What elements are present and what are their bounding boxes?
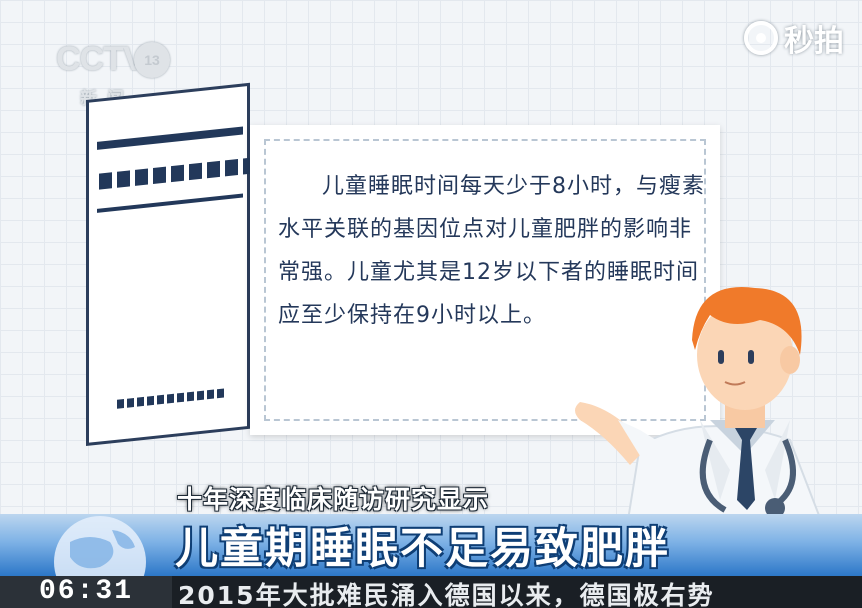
headline: 儿童期睡眠不足易致肥胖 — [175, 524, 670, 574]
card-text: 儿童睡眠时间每天少于8小时，与瘦素水平关联的基因位点对儿童肥胖的影响非常强。儿童… — [278, 174, 705, 328]
watermark: 秒拍 — [744, 16, 844, 60]
document-illustration — [86, 82, 256, 446]
news-ticker: 2015年大批难民涌入德国以来，德国极右势 — [178, 581, 715, 608]
watermark-text: 秒拍 — [784, 24, 844, 59]
channel-logo: CCTV 13 新闻 — [56, 40, 170, 110]
globe-icon — [54, 516, 146, 576]
subtitle: 十年深度临床随访研究显示 — [177, 485, 490, 514]
card-dashed-border — [264, 139, 706, 421]
info-card: 儿童睡眠时间每天少于8小时，与瘦素水平关联的基因位点对儿童肥胖的影响非常强。儿童… — [250, 125, 720, 435]
clock: 06:31 — [0, 576, 172, 608]
eye-icon — [744, 21, 778, 55]
channel-logo-text: CCTV — [56, 40, 146, 78]
channel-number: 13 — [134, 42, 170, 78]
